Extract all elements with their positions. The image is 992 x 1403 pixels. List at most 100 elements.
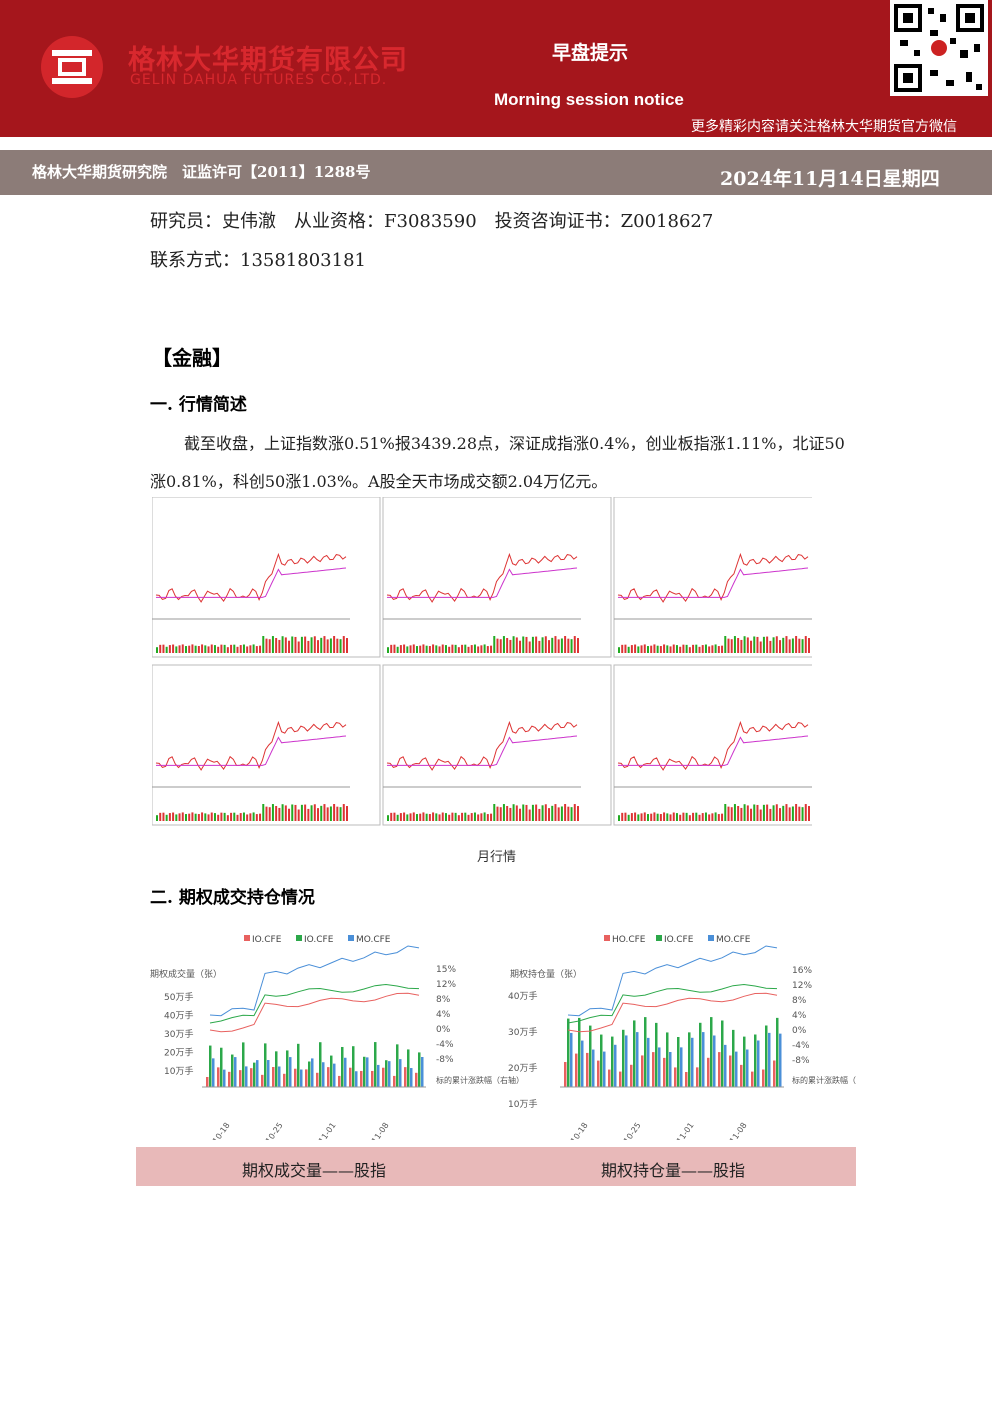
volume-bar (333, 804, 336, 821)
volume-bar (297, 641, 300, 653)
deco-bar (308, 1061, 311, 1087)
volume-bar (220, 812, 223, 821)
volume-bar (515, 637, 518, 653)
deco-bar (718, 1052, 721, 1087)
deco-bar (338, 1075, 341, 1087)
volume-bar (640, 645, 643, 653)
volume-bar (759, 641, 762, 653)
deco-bar (272, 1067, 275, 1087)
volume-bar (509, 807, 512, 821)
volume-bar (162, 812, 165, 821)
volume-bar (675, 813, 678, 821)
volume-bar (618, 647, 620, 653)
deco-bar (333, 1063, 336, 1087)
axis-title: 期权持仓量（张） (510, 968, 582, 980)
volume-bar (175, 646, 178, 653)
volume-bar (554, 636, 557, 653)
deco-bar (762, 1069, 765, 1087)
deco-line (567, 983, 778, 1024)
deco-bar (366, 1057, 369, 1087)
price-line (617, 552, 809, 603)
deco-bar (636, 1032, 639, 1087)
volume-bar (473, 644, 476, 653)
volume-bar (217, 646, 220, 653)
axis-title: 标的累计涨跌幅（右轴） (436, 1075, 524, 1085)
volume-bar (168, 645, 171, 653)
volume-bar (159, 644, 162, 653)
volume-bar (740, 639, 743, 653)
volume-bar (265, 638, 268, 653)
x-tick-label: 2024-11-08 (357, 1121, 391, 1140)
volume-bar (284, 805, 287, 821)
volume-bar (313, 636, 316, 653)
volume-bar (396, 646, 399, 653)
volume-bar (496, 638, 499, 653)
volume-bar (483, 812, 486, 821)
y-tick-label: 20万手 (508, 1062, 537, 1074)
deco-bar (702, 1032, 705, 1087)
deco-bar (581, 1040, 584, 1087)
deco-bar (311, 1058, 314, 1087)
volume-bar (688, 815, 691, 821)
y2-tick-label: -4% (436, 1040, 454, 1050)
volume-bar (577, 806, 579, 821)
volume-bar (291, 804, 294, 821)
volume-bar (252, 644, 255, 653)
header-bar (0, 0, 992, 137)
volume-bar (387, 815, 389, 821)
volume-bar (634, 812, 637, 821)
volume-bar (704, 812, 707, 821)
y-tick-label: 20万手 (164, 1047, 193, 1059)
volume-bar (557, 639, 560, 653)
volume-bar (637, 646, 640, 653)
volume-bar (740, 807, 743, 821)
volume-bar (682, 644, 685, 653)
volume-bar (217, 814, 220, 821)
volume-bar (220, 644, 223, 653)
volume-bar (271, 636, 274, 653)
volume-bar (262, 804, 265, 821)
volume-bar (175, 814, 178, 821)
volume-bar (750, 640, 753, 653)
volume-bar (669, 646, 672, 653)
volume-bar (233, 644, 236, 653)
y2-tick-label: 4% (792, 1011, 807, 1021)
volume-bar (704, 644, 707, 653)
volume-bar (727, 638, 730, 653)
volume-bar (483, 644, 486, 653)
volume-bar (346, 806, 348, 821)
deco-bar (363, 1056, 366, 1087)
volume-bar (486, 646, 489, 653)
volume-bar (461, 644, 464, 653)
y2-tick-label: 8% (792, 996, 807, 1006)
volume-bar (473, 812, 476, 821)
volume-bar (317, 808, 320, 821)
deco-bar (283, 1073, 286, 1087)
volume-bar (188, 813, 191, 821)
volume-bar (490, 645, 493, 653)
y-tick-label: 40万手 (164, 1010, 193, 1022)
volume-bar (695, 812, 698, 821)
volume-bar (428, 814, 431, 821)
volume-bar (564, 804, 567, 821)
volume-bar (701, 813, 704, 821)
panel-bg (382, 497, 612, 658)
volume-bar (717, 814, 720, 821)
deco-bar (421, 1057, 424, 1087)
legend-label: IO.CFE (252, 935, 282, 945)
legend-label: HO.CFE (612, 935, 646, 945)
volume-bar (795, 636, 798, 653)
volume-bar (236, 814, 239, 821)
volume-bar (531, 636, 534, 653)
volume-bar (156, 815, 158, 821)
volume-bar (435, 813, 438, 821)
volume-bar (184, 646, 187, 653)
deco-bar (319, 1042, 322, 1087)
volume-bar (288, 640, 291, 653)
panel-bg (152, 497, 381, 658)
deco-bar (663, 1057, 666, 1087)
volume-bar (438, 646, 441, 653)
deco-bar (721, 1020, 724, 1087)
volume-bar (326, 807, 329, 821)
qr-code (890, 0, 988, 96)
